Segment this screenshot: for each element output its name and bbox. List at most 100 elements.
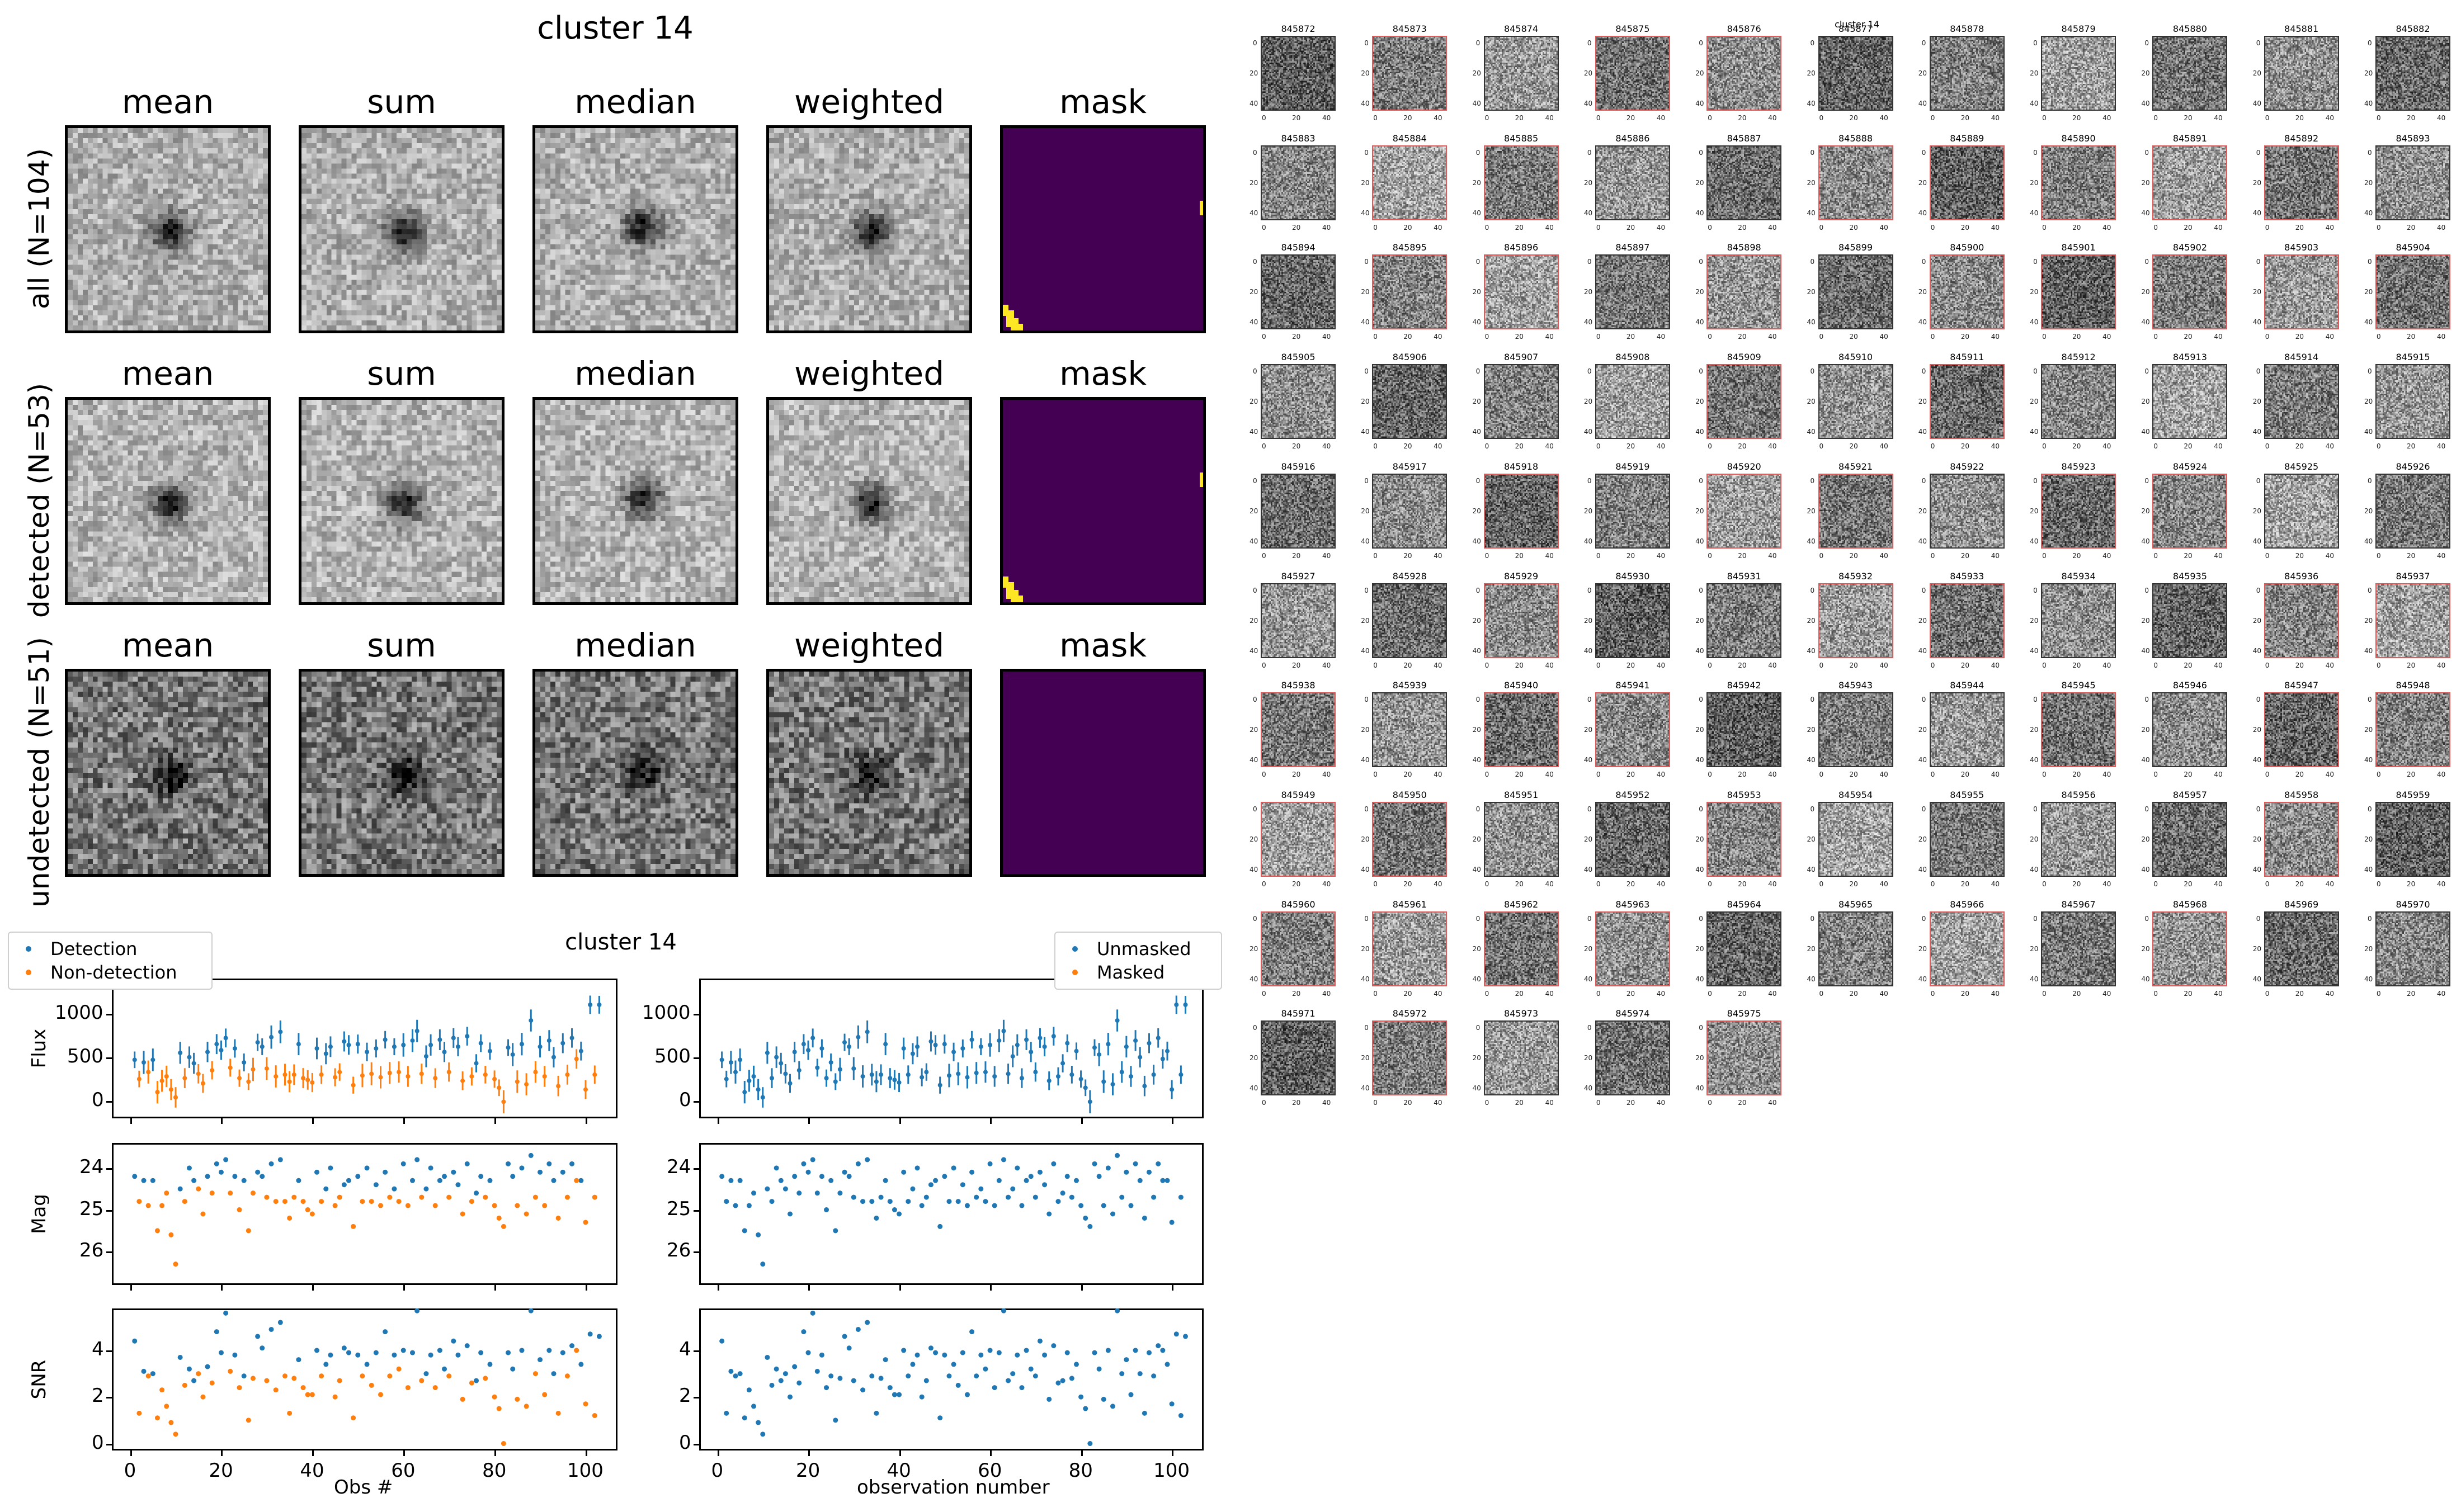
thumbnail-id: 845908 bbox=[1615, 352, 1650, 363]
thumbnail-y-tick: 0 bbox=[1810, 696, 1815, 704]
data-point bbox=[369, 1071, 374, 1076]
thumbnail-y-tick: 20 bbox=[1361, 944, 1370, 953]
data-point bbox=[1060, 1061, 1066, 1066]
thumbnail-y-tick: 40 bbox=[1583, 428, 1593, 436]
data-point bbox=[910, 1362, 916, 1367]
thumbnail-y-tick: 20 bbox=[2141, 178, 2150, 187]
data-point bbox=[983, 1070, 988, 1075]
data-point bbox=[419, 1378, 425, 1383]
thumbnail-x-tick: 20 bbox=[2407, 771, 2416, 779]
data-point bbox=[1029, 1050, 1034, 1055]
thumbnail-y-tick: 40 bbox=[1361, 975, 1370, 983]
thumbnail-x-tick: 0 bbox=[1484, 880, 1489, 888]
data-point bbox=[920, 1075, 925, 1080]
thumbnail-id: 845961 bbox=[1392, 899, 1427, 910]
thumbnail-x-tick: 20 bbox=[1738, 1099, 1747, 1107]
thumbnail-x-tick: 40 bbox=[1434, 989, 1442, 998]
thumbnail-y-tick: 40 bbox=[2364, 756, 2373, 764]
data-point bbox=[719, 1338, 725, 1344]
thumbnail-y-tick: 40 bbox=[1807, 428, 1816, 436]
thumbnail-image bbox=[2264, 692, 2339, 768]
x-tick-mark bbox=[221, 1450, 223, 1456]
thumbnail-y-tick: 0 bbox=[1587, 805, 1592, 813]
thumbnail-y-tick: 40 bbox=[2252, 209, 2261, 217]
data-point bbox=[897, 1080, 902, 1085]
data-point bbox=[1001, 1308, 1006, 1313]
data-point bbox=[928, 1182, 934, 1188]
data-point bbox=[569, 1036, 574, 1041]
thumbnail-x-tick: 20 bbox=[2295, 333, 2304, 341]
data-point bbox=[383, 1329, 388, 1335]
thumbnail-y-tick: 0 bbox=[2368, 476, 2372, 485]
thumbnail-x-tick: 20 bbox=[1626, 880, 1635, 888]
thumbnail-y-tick: 20 bbox=[1807, 835, 1816, 843]
thumbnail-id: 845884 bbox=[1392, 133, 1427, 144]
data-point bbox=[501, 1223, 506, 1229]
thumbnail-x-tick: 0 bbox=[2042, 551, 2047, 560]
thumbnail-id: 845903 bbox=[2284, 242, 2319, 253]
data-point bbox=[432, 1203, 438, 1208]
thumbnail-x-tick: 40 bbox=[1322, 989, 1331, 998]
thumbnail-y-tick: 0 bbox=[2033, 258, 2038, 266]
thumbnail-image bbox=[1483, 801, 1559, 877]
data-point bbox=[414, 1157, 420, 1163]
data-point bbox=[487, 1362, 493, 1367]
thumbnail-x-tick: 40 bbox=[1322, 661, 1331, 669]
data-point bbox=[1110, 1404, 1115, 1409]
data-point bbox=[132, 1338, 138, 1344]
thumbnail-x-tick: 20 bbox=[1515, 989, 1524, 998]
thumbnail-image bbox=[2375, 801, 2450, 877]
data-point bbox=[924, 1070, 929, 1075]
thumbnail-y-tick: 20 bbox=[1250, 507, 1258, 515]
thumbnail-id: 845964 bbox=[1727, 899, 1761, 910]
thumbnail-y-tick: 0 bbox=[1587, 148, 1592, 157]
data-point bbox=[309, 1211, 315, 1217]
thumbnail-id: 845880 bbox=[2172, 23, 2207, 34]
data-point bbox=[465, 1034, 470, 1039]
thumbnail-image bbox=[1595, 692, 1670, 768]
data-point bbox=[1051, 1034, 1056, 1039]
stamp-image bbox=[299, 397, 505, 605]
thumbnail-image bbox=[1595, 473, 1670, 549]
data-point bbox=[1146, 1169, 1152, 1175]
data-point bbox=[342, 1039, 347, 1044]
data-point bbox=[1096, 1174, 1102, 1179]
data-point bbox=[1133, 1348, 1138, 1353]
thumbnail-y-tick: 40 bbox=[1583, 537, 1593, 545]
data-point bbox=[442, 1050, 447, 1055]
thumbnail-x-tick: 40 bbox=[1545, 114, 1554, 122]
thumbnail-image bbox=[1929, 254, 2005, 330]
data-point bbox=[728, 1178, 734, 1183]
data-point bbox=[555, 1215, 561, 1221]
data-point bbox=[255, 1169, 261, 1175]
thumbnail-image bbox=[1818, 583, 1893, 658]
thumbnail-x-tick: 20 bbox=[2072, 223, 2081, 231]
data-point bbox=[532, 1371, 538, 1377]
thumbnail-image bbox=[1706, 36, 1782, 111]
thumbnail-x-tick: 0 bbox=[1930, 880, 1935, 888]
data-point bbox=[583, 1401, 588, 1407]
data-point bbox=[1006, 1378, 1011, 1383]
data-point bbox=[946, 1373, 952, 1379]
masked-marker-icon bbox=[1072, 970, 1078, 975]
data-point bbox=[182, 1076, 187, 1081]
thumbnail-y-tick: 0 bbox=[1921, 914, 1926, 923]
data-point bbox=[387, 1070, 392, 1075]
data-point bbox=[1055, 1380, 1061, 1386]
thumbnail-x-tick: 20 bbox=[2407, 661, 2416, 669]
thumbnail-id: 845912 bbox=[2061, 352, 2096, 363]
thumbnail-x-tick: 40 bbox=[1991, 989, 2000, 998]
x-tick-mark bbox=[403, 1285, 406, 1291]
thumbnail-y-tick: 0 bbox=[2144, 914, 2149, 923]
data-point bbox=[560, 1169, 565, 1175]
thumbnail-y-tick: 0 bbox=[2033, 805, 2038, 813]
thumbnail-y-tick: 0 bbox=[2256, 805, 2261, 813]
data-point bbox=[237, 1385, 242, 1391]
thumbnail-image bbox=[1372, 145, 1448, 220]
data-point bbox=[1015, 1165, 1020, 1171]
data-point bbox=[337, 1194, 342, 1200]
data-point bbox=[1051, 1161, 1057, 1166]
thumbnail-image bbox=[1483, 36, 1559, 111]
thumbnail-y-tick: 40 bbox=[1807, 537, 1816, 545]
thumbnail-y-tick: 0 bbox=[1475, 476, 1481, 485]
